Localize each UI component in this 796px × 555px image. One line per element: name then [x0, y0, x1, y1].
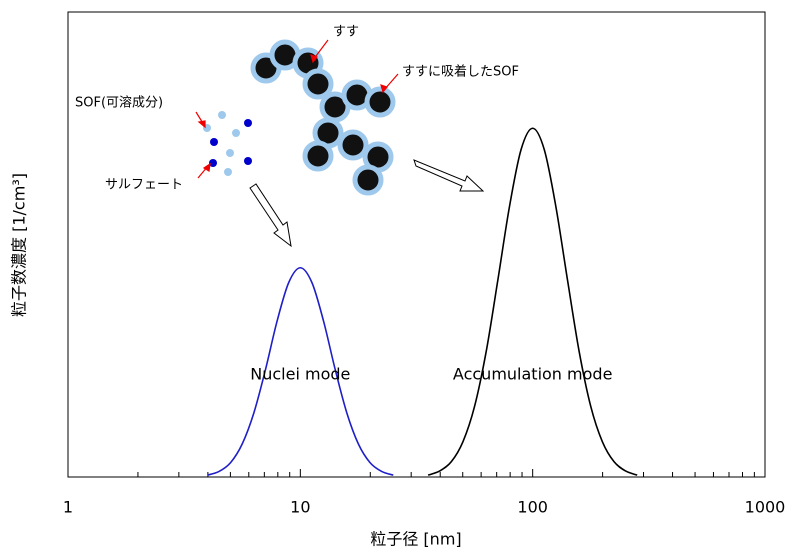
- x-tick-label: 1000: [745, 498, 786, 517]
- soot-illustration: [250, 39, 396, 196]
- pointer-arrows: [195, 39, 399, 179]
- series-line: [207, 266, 394, 476]
- annotation: SOF(可溶成分): [75, 96, 163, 111]
- annotation: サルフェート: [105, 178, 183, 193]
- y-axis-label: 粒子数濃度 [1/cm³]: [10, 173, 29, 317]
- series-label: Accumulation mode: [453, 365, 612, 384]
- annotation: すす: [333, 25, 359, 40]
- x-tick-label: 100: [517, 498, 548, 517]
- flow-arrows: [249, 159, 485, 248]
- x-tick-label: 1: [63, 498, 73, 517]
- plot-frame: [67, 11, 766, 478]
- series-line: [427, 127, 638, 476]
- x-tick-label: 10: [290, 498, 310, 517]
- x-axis-label: 粒子径 [nm]: [370, 530, 461, 549]
- sulfate-particles: [209, 119, 252, 167]
- series-label: Nuclei mode: [250, 365, 350, 384]
- annotation: すすに吸着したSOF: [402, 64, 519, 80]
